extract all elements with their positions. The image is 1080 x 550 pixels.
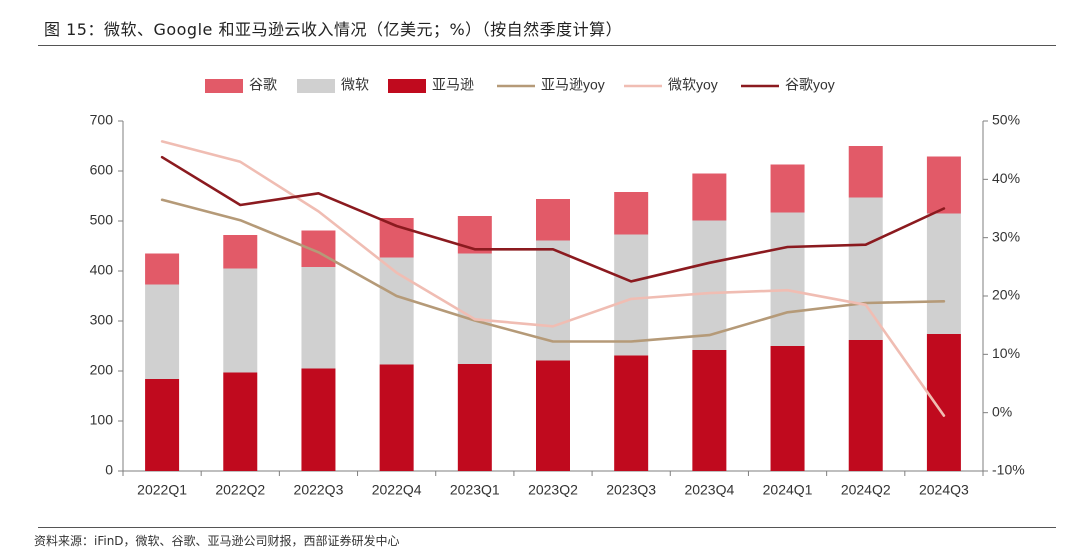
bar-microsoft	[926, 213, 961, 334]
bar-microsoft	[614, 234, 649, 356]
bar-microsoft	[692, 220, 727, 350]
x-tick-label: 2024Q2	[841, 482, 891, 498]
bar-google	[379, 218, 414, 258]
x-tick-label: 2023Q1	[450, 482, 500, 498]
x-tick-label: 2022Q3	[294, 482, 344, 498]
line-amazon-yoy	[160, 198, 946, 343]
y-right-tick-label: -10%	[992, 462, 1025, 478]
bar-amazon	[926, 334, 961, 471]
y-right-tick-label: 10%	[992, 345, 1020, 361]
bar-amazon	[692, 350, 727, 471]
legend-label-google: 谷歌	[249, 77, 277, 93]
bar-google	[223, 235, 258, 269]
bar-amazon	[457, 364, 492, 471]
y-right-tick-label: 20%	[992, 287, 1020, 303]
y-left-tick-label: 300	[90, 312, 114, 328]
title-rule	[38, 45, 1056, 46]
x-tick-label: 2024Q3	[919, 482, 969, 498]
bar-google	[770, 164, 805, 213]
bar-amazon	[848, 340, 883, 471]
bar-amazon	[223, 372, 258, 471]
x-tick-label: 2023Q4	[684, 482, 734, 498]
bar-microsoft	[848, 197, 883, 340]
source-note: 资料来源：iFinD，微软、谷歌、亚马逊公司财报，西部证券研发中心	[34, 534, 400, 548]
x-tick-label: 2022Q2	[215, 482, 265, 498]
x-tick-label: 2023Q3	[606, 482, 656, 498]
x-tick-label: 2022Q1	[137, 482, 187, 498]
bar-google	[614, 192, 649, 235]
bar-amazon	[301, 368, 336, 471]
line-google-yoy	[160, 155, 946, 283]
line-microsoft-yoy	[160, 140, 946, 417]
y-left-tick-label: 100	[90, 412, 114, 428]
y-right-tick-label: 30%	[992, 228, 1020, 244]
legend-swatch-microsoft	[297, 79, 335, 93]
y-left-tick-label: 700	[90, 112, 114, 128]
bar-google	[457, 216, 492, 254]
bar-microsoft	[145, 284, 180, 379]
bar-microsoft	[301, 267, 336, 369]
bar-microsoft	[770, 212, 805, 346]
legend-label-amazon: 亚马逊	[432, 77, 474, 93]
bar-microsoft	[379, 257, 414, 365]
bar-google	[692, 173, 727, 221]
y-left-tick-label: 0	[105, 462, 113, 478]
bar-google	[536, 199, 570, 241]
x-tick-label: 2022Q4	[372, 482, 422, 498]
legend-label-amazon-yoy: 亚马逊yoy	[541, 77, 605, 93]
bar-google	[848, 146, 883, 198]
bar-google	[926, 156, 961, 214]
y-right-tick-label: 0%	[992, 403, 1012, 419]
bar-amazon	[770, 346, 805, 471]
source-rule	[38, 527, 1056, 528]
x-tick-label: 2024Q1	[763, 482, 813, 498]
bar-google	[145, 253, 180, 285]
legend-swatch-google	[205, 79, 243, 93]
bar-amazon	[379, 364, 414, 471]
legend-label-microsoft-yoy: 微软yoy	[668, 77, 718, 93]
x-tick-label: 2023Q2	[528, 482, 578, 498]
legend-label-microsoft: 微软	[341, 77, 369, 93]
y-right-tick-label: 40%	[992, 170, 1020, 186]
y-left-tick-label: 400	[90, 262, 114, 278]
bar-microsoft	[223, 268, 258, 373]
bar-microsoft	[457, 253, 492, 364]
legend-label-google-yoy: 谷歌yoy	[785, 77, 835, 93]
bar-amazon	[536, 360, 570, 471]
legend-swatch-amazon	[388, 79, 426, 93]
bar-amazon	[145, 379, 180, 471]
y-right-tick-label: 50%	[992, 112, 1020, 128]
y-left-tick-label: 200	[90, 362, 114, 378]
y-left-tick-label: 500	[90, 212, 114, 228]
y-left-tick-label: 600	[90, 162, 114, 178]
figure-title: 图 15：微软、Google 和亚马逊云收入情况（亿美元；%）（按自然季度计算）	[44, 20, 623, 39]
bar-amazon	[614, 355, 649, 471]
